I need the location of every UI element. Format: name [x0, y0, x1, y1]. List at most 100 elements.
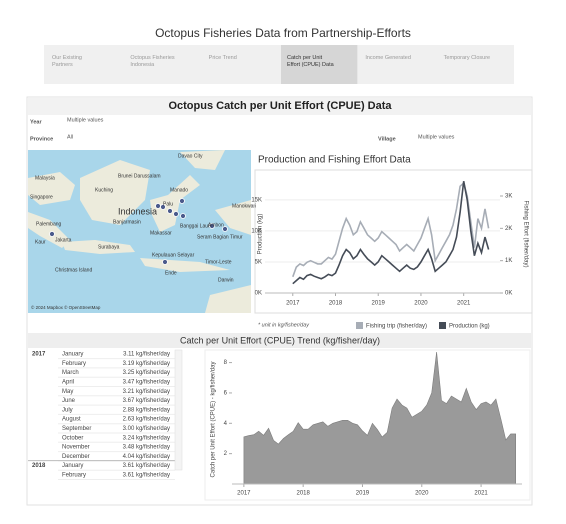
- map[interactable]: Davao City Brunei Darussalam Malaysia Kuchi…: [28, 150, 256, 313]
- x-tick-label: 2019: [356, 491, 370, 497]
- month-cell: April: [62, 379, 74, 385]
- month-cell: January: [62, 352, 83, 358]
- x-tick-label: 2017: [286, 301, 300, 307]
- panel-header: [28, 98, 531, 115]
- map-label: Kepulauan Selayar: [152, 252, 195, 258]
- value-cell: 3.48 kg/fisher/day: [123, 445, 170, 451]
- y-tick-label: 4: [224, 421, 228, 427]
- month-cell: May: [62, 389, 73, 395]
- map-label: Singapore: [30, 194, 53, 200]
- tab[interactable]: Income Generated: [365, 55, 411, 61]
- tab[interactable]: Octopus Fisheries Indonesia: [130, 55, 175, 68]
- x-tick-label: 2018: [296, 491, 310, 497]
- land: [28, 172, 75, 205]
- map-attribution: © 2024 Mapbox © OpenStreetMap: [31, 304, 101, 310]
- legend-swatch: [356, 322, 363, 329]
- area: [243, 351, 516, 485]
- location-dot[interactable]: [173, 211, 179, 217]
- active-tab: [281, 45, 358, 84]
- month-cell: December: [62, 454, 90, 460]
- value-cell: 3.67 kg/fisher/day: [123, 398, 170, 404]
- map-label: Makassar: [150, 230, 172, 236]
- map-label: Surabaya: [98, 244, 120, 250]
- month-cell: October: [62, 435, 83, 441]
- location-dot[interactable]: [49, 231, 55, 237]
- value-cell: 3.61 kg/fisher/day: [123, 472, 170, 478]
- tab[interactable]: Catch per Unit Effort (CPUE) Data: [287, 55, 335, 68]
- y-tick-label: 8: [224, 360, 228, 366]
- chart-title: Production and Fishing Effort Data: [258, 155, 411, 166]
- y2-tick-label: 0K: [505, 291, 512, 297]
- land: [28, 212, 70, 248]
- year-cell: 2018: [32, 463, 46, 469]
- value-cell: 3.00 kg/fisher/day: [123, 426, 170, 432]
- land: [180, 150, 225, 170]
- y-tick-label: 10K: [251, 228, 262, 234]
- year-cell: 2017: [32, 352, 46, 358]
- tab[interactable]: Price Trend: [209, 55, 237, 61]
- y-tick-label: 0K: [255, 291, 262, 297]
- scrollbar[interactable]: [174, 349, 183, 471]
- location-dot[interactable]: [160, 204, 166, 210]
- month-cell: September: [62, 426, 91, 432]
- value-cell: 4.04 kg/fisher/day: [123, 454, 170, 460]
- x-tick-label: 2019: [372, 301, 386, 307]
- value-cell: 3.24 kg/fisher/day: [123, 435, 170, 441]
- y-tick-label: 5K: [255, 260, 262, 266]
- x-tick-label: 2021: [474, 491, 488, 497]
- land: [80, 160, 150, 225]
- value-cell: 3.25 kg/fisher/day: [123, 370, 170, 376]
- map-label: Seram Bagian Timur: [197, 234, 243, 240]
- filter-value[interactable]: All: [67, 134, 73, 140]
- x-tick-label: 2017: [237, 491, 251, 497]
- filter-label: Village: [378, 136, 396, 142]
- month-cell: March: [62, 370, 79, 376]
- x-tick-label: 2021: [457, 301, 471, 307]
- location-dot[interactable]: [179, 198, 185, 204]
- map-label: Davao City: [178, 153, 203, 159]
- section-header: [28, 333, 531, 348]
- tab[interactable]: Temporary Closure: [444, 55, 490, 61]
- month-cell: July: [62, 407, 73, 413]
- legend-swatch: [439, 322, 446, 329]
- y2-axis-label: Fishing Effort (fisher/day): [522, 201, 528, 268]
- filter-label: Province: [30, 136, 53, 142]
- month-cell: August: [62, 417, 81, 423]
- y2-tick-label: 2K: [505, 226, 512, 232]
- value-cell: 3.21 kg/fisher/day: [123, 389, 170, 395]
- map-label: Ambon: [208, 222, 224, 228]
- location-dot[interactable]: [162, 259, 168, 265]
- map-label: Palu: [163, 201, 173, 207]
- legend-label[interactable]: Fishing trip (fisher/day): [366, 324, 427, 330]
- map-label: Palembang: [36, 221, 62, 227]
- location-dot[interactable]: [222, 226, 228, 232]
- month-cell: February: [62, 472, 86, 478]
- map-label: Banggai Laut: [180, 223, 210, 229]
- y-tick-label: 2: [224, 451, 228, 457]
- line: [292, 181, 490, 278]
- map-label: Darwin: [218, 277, 234, 283]
- map-label: Malaysia: [35, 175, 55, 181]
- location-dot[interactable]: [180, 213, 186, 219]
- y-axis-label: Production (kg): [258, 214, 264, 255]
- land: [205, 285, 251, 313]
- legend-label[interactable]: Production (kg): [449, 324, 490, 330]
- filter-value[interactable]: Multiple values: [418, 134, 455, 140]
- filter-value[interactable]: Multiple values: [67, 117, 104, 123]
- location-dot[interactable]: [167, 208, 173, 214]
- tab[interactable]: Our Existing Partners: [52, 55, 82, 68]
- map-label: Jakarta: [55, 237, 72, 243]
- month-cell: January: [62, 463, 83, 469]
- month-cell: November: [62, 445, 90, 451]
- map-label: Indonesia: [118, 206, 157, 216]
- line: [292, 181, 490, 285]
- tab-bar: [44, 45, 514, 84]
- map-label: Kaur: [35, 239, 46, 245]
- dashboard-title: Octopus Catch per Unit Effort (CPUE) Dat…: [168, 100, 392, 112]
- map-label: Manokwari: [232, 203, 256, 209]
- map-label: Brunei Darussalam: [118, 173, 161, 179]
- location-dot[interactable]: [209, 223, 215, 229]
- page-title: Octopus Fisheries Data from Partnership-…: [155, 26, 411, 40]
- value-cell: 3.19 kg/fisher/day: [123, 361, 170, 367]
